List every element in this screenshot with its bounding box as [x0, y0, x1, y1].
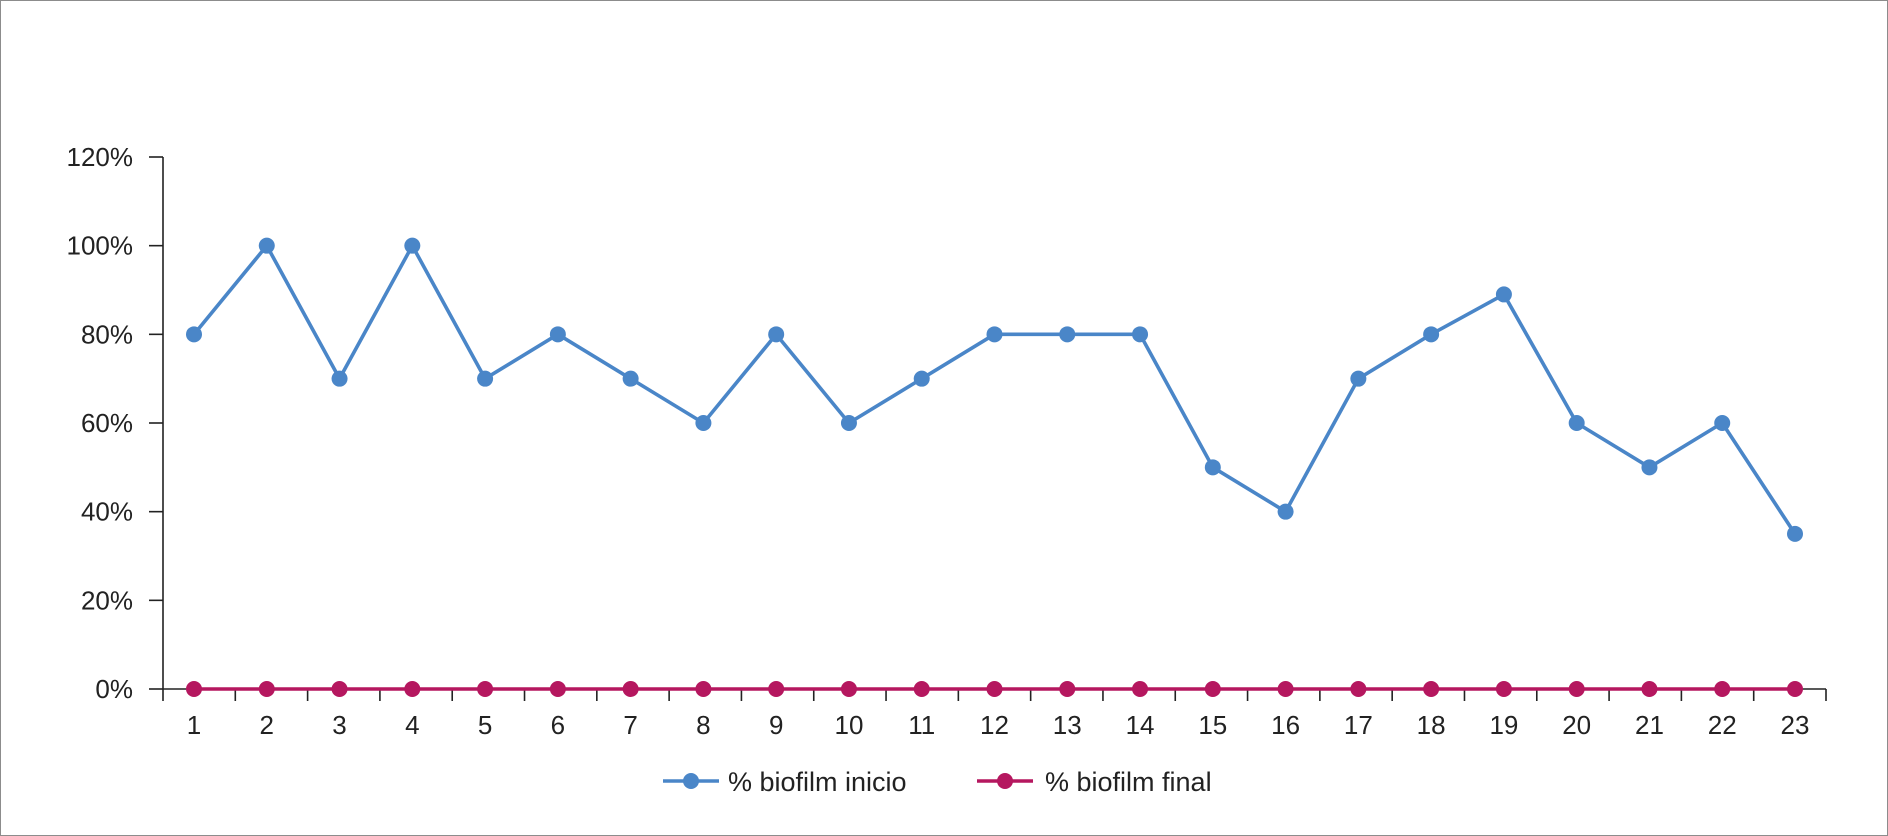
y-tick-label: 40% — [81, 497, 133, 527]
x-tick-label: 2 — [260, 710, 274, 740]
data-point — [549, 681, 566, 697]
data-point — [1787, 525, 1803, 542]
data-point — [768, 326, 785, 343]
data-point — [1714, 681, 1731, 697]
data-point — [1423, 326, 1440, 343]
legend-item: % biofilm final — [977, 767, 1212, 797]
data-point — [1641, 459, 1658, 476]
legend-item: % biofilm inicio — [663, 767, 907, 797]
data-point — [549, 326, 566, 343]
data-point — [258, 681, 275, 697]
y-tick-label: 20% — [81, 585, 133, 615]
x-tick-label: 6 — [551, 710, 565, 740]
series-layer — [186, 237, 1803, 697]
data-point — [331, 681, 348, 697]
data-point — [1714, 415, 1731, 431]
data-point — [1059, 326, 1076, 343]
x-tick-label: 18 — [1417, 710, 1446, 740]
x-tick-label: 15 — [1198, 710, 1227, 740]
data-point — [913, 681, 930, 697]
x-tick-label: 4 — [405, 710, 419, 740]
y-tick-label: 80% — [81, 319, 133, 349]
data-point — [986, 326, 1003, 343]
x-tick-label: 1 — [187, 710, 201, 740]
x-tick-label: 20 — [1562, 710, 1591, 740]
legend-label: % biofilm inicio — [728, 767, 907, 797]
data-point — [186, 326, 202, 343]
data-point — [695, 681, 712, 697]
y-tick-label: 100% — [67, 231, 134, 261]
series-biofilm-inicio — [186, 237, 1803, 542]
data-point — [695, 415, 712, 431]
x-tick-label: 3 — [332, 710, 346, 740]
legend-marker — [683, 773, 699, 789]
x-tick-label: 16 — [1271, 710, 1300, 740]
data-point — [1495, 286, 1512, 303]
data-point — [258, 237, 275, 254]
x-tick-label: 9 — [769, 710, 783, 740]
x-tick-label: 7 — [623, 710, 637, 740]
data-point — [913, 370, 930, 387]
x-tick-label: 5 — [478, 710, 492, 740]
series-biofilm-final — [186, 681, 1803, 697]
data-point — [1204, 459, 1221, 476]
x-tick-label: 8 — [696, 710, 710, 740]
x-tick-label: 13 — [1053, 710, 1082, 740]
legend-marker — [997, 773, 1013, 789]
y-tick-label: 120% — [67, 142, 134, 172]
x-tick-label: 12 — [980, 710, 1009, 740]
data-point — [186, 681, 202, 697]
data-point — [477, 370, 494, 387]
data-point — [1132, 326, 1149, 343]
x-tick-label: 19 — [1489, 710, 1518, 740]
data-point — [1568, 681, 1585, 697]
data-point — [331, 370, 348, 387]
data-point — [404, 237, 421, 254]
y-tick-label: 0% — [95, 674, 133, 704]
data-point — [1423, 681, 1440, 697]
data-point — [1277, 681, 1294, 697]
series-line — [192, 243, 1797, 535]
data-point — [1495, 681, 1512, 697]
x-tick-label: 21 — [1635, 710, 1664, 740]
data-point — [986, 681, 1003, 697]
data-point — [768, 681, 785, 697]
data-point — [622, 681, 639, 697]
data-point — [1350, 370, 1367, 387]
data-point — [404, 681, 421, 697]
x-tick-label: 17 — [1344, 710, 1373, 740]
data-point — [1059, 681, 1076, 697]
x-tick-label: 23 — [1781, 710, 1810, 740]
data-point — [1277, 503, 1294, 520]
data-point — [1787, 681, 1803, 697]
data-point — [1350, 681, 1367, 697]
x-tick-label: 10 — [834, 710, 863, 740]
data-point — [622, 370, 639, 387]
x-tick-label: 11 — [908, 710, 935, 740]
data-point — [1204, 681, 1221, 697]
x-tick-label: 22 — [1708, 710, 1737, 740]
y-tick-label: 60% — [81, 408, 133, 438]
legend: % biofilm inicio % biofilm final — [663, 767, 1212, 797]
chart-axes: 0%20%40%60%80%100%120%1 2 3 4 5 6 7 8 9 10 11 12 13 1… — [67, 142, 1827, 740]
data-point — [1568, 415, 1585, 431]
legend-label: % biofilm final — [1045, 767, 1212, 797]
data-point — [1641, 681, 1658, 697]
x-tick-label: 14 — [1126, 710, 1155, 740]
data-point — [840, 681, 857, 697]
data-point — [1132, 681, 1149, 697]
data-point — [477, 681, 494, 697]
data-point — [840, 415, 857, 431]
